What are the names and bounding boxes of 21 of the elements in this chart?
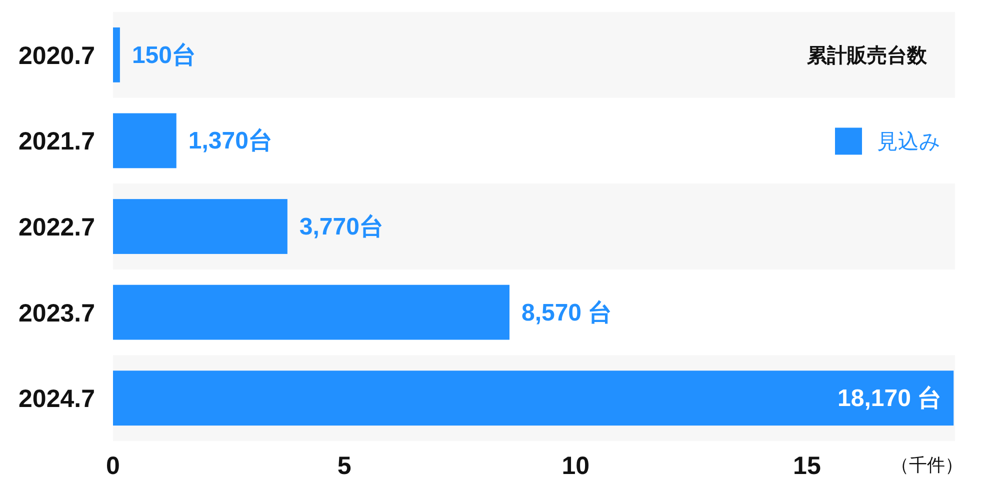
x-tick-label: 0 [106,452,120,480]
annotation: 1,370台 [188,128,272,155]
legend-label: 見込み [877,130,941,154]
x-tick-label: 15 [793,452,821,480]
bar [113,199,288,254]
annotation: 18,170 台 [838,385,942,412]
annotation: 3,770台 [299,214,384,240]
y-tick-label: 2022.7 [18,214,95,242]
x-tick-label: 5 [337,452,352,480]
bar [113,113,176,168]
bar [113,27,120,82]
x-tick-label: 10 [562,452,590,480]
annotation: 150台 [132,42,196,69]
bar [113,284,510,340]
y-tick-label: 2024.7 [18,385,95,414]
annotation: 8,570 台 [521,299,612,326]
x-axis-title: （千件） [891,455,963,475]
y-tick-label: 2020.7 [18,42,95,70]
y-tick-label: 2023.7 [18,299,95,328]
y-tick-label: 2021.7 [18,128,95,156]
text: 累計販売台数 [806,44,928,67]
